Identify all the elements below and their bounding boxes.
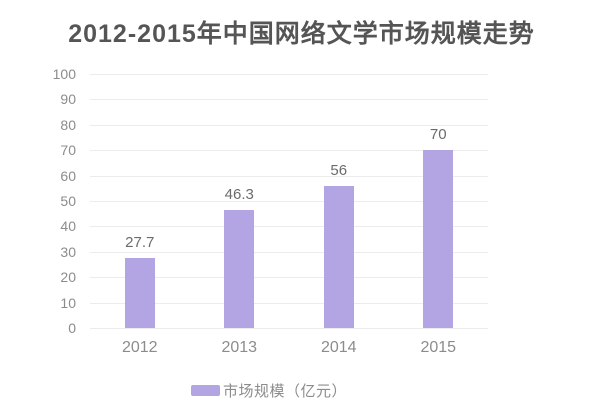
y-axis-tick-10: 10 [60,294,76,311]
y-axis-tick-60: 60 [60,167,76,184]
gridline-100 [90,74,488,75]
y-axis-tick-90: 90 [60,91,76,108]
y-axis-tick-0: 0 [68,320,76,336]
y-axis-tick-30: 30 [60,243,76,260]
y-axis-tick-20: 20 [60,269,76,286]
bar-value-label-2013: 46.3 [224,186,254,204]
y-axis-tick-40: 40 [60,218,76,235]
y-axis-tick-100: 100 [52,66,76,82]
legend-label: 市场规模（亿元） [223,383,348,400]
y-axis-tick-70: 70 [60,142,76,159]
bar-2015 [423,150,454,328]
gridline-70 [90,150,488,152]
plot-area: 27.7 46.3 56 70 [90,74,488,329]
x-axis-label-2014: 2014 [320,339,357,356]
gridline-0 [90,328,488,329]
gridline-30 [90,251,488,253]
bar-2013 [224,210,255,328]
bar-value-label-2012: 27.7 [125,233,155,251]
x-axis-label-2015: 2015 [420,339,457,356]
legend-swatch [191,385,220,396]
bar-2012 [124,257,155,328]
bar-value-label-2014: 56 [330,161,348,179]
gridline-20 [90,277,488,279]
gridline-80 [90,124,488,126]
bar-value-label-2015: 70 [429,126,447,144]
gridline-10 [90,302,488,304]
gridline-90 [90,99,488,101]
gridline-40 [90,226,488,228]
y-axis-tick-80: 80 [60,116,76,133]
bar-2014 [323,185,354,328]
gridline-60 [90,175,488,177]
x-axis-label-2012: 2012 [121,339,158,356]
x-axis-label-2013: 2013 [221,339,258,356]
legend: 市场规模（亿元） [191,380,347,401]
gridline-50 [90,201,488,202]
y-axis-tick-50: 50 [60,193,76,209]
chart-title: 2012-2015年中国网络文学市场规模走势 [68,20,535,48]
